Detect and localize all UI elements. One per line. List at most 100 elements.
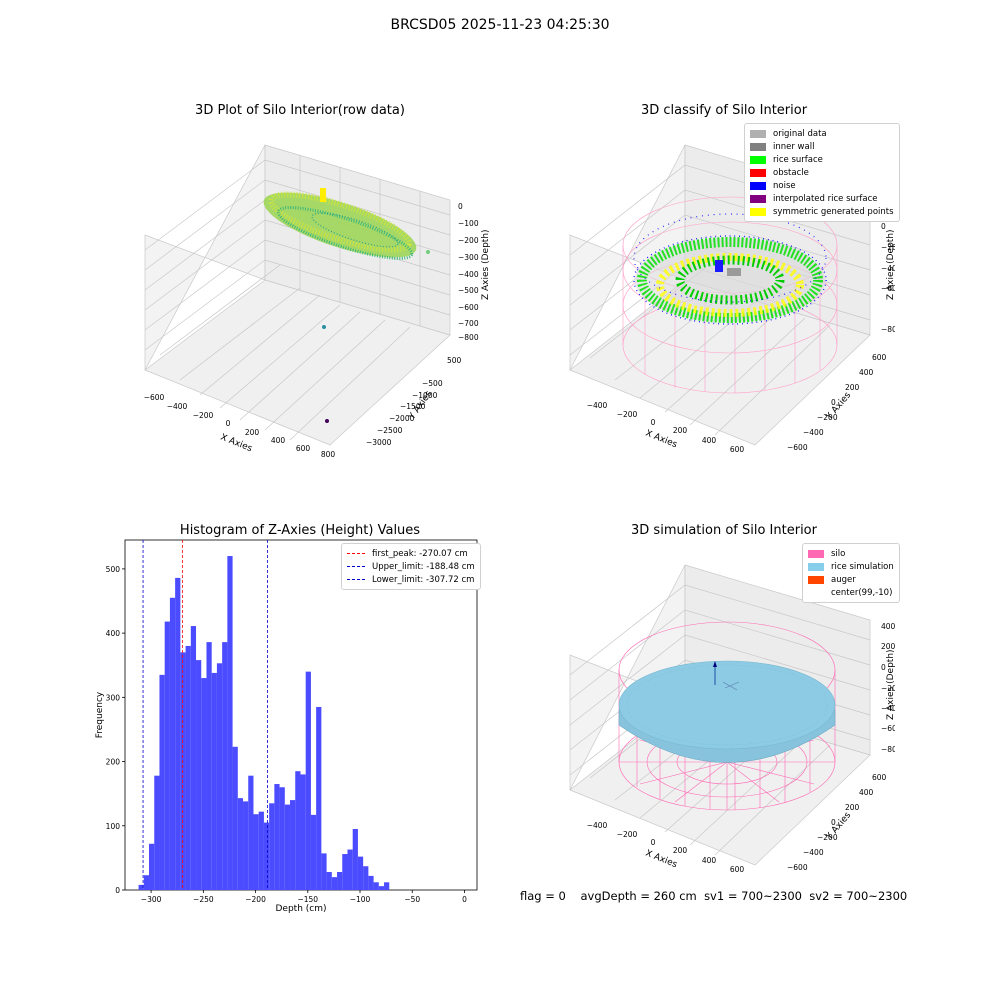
classify-z-tick-label: −200 [881, 243, 895, 252]
histogram-y-tick-label: 0 [115, 886, 120, 895]
simulation-legend-entry: rice simulation [808, 560, 894, 573]
simulation-legend: silo rice simulation auger center(99,-10) [802, 543, 900, 603]
histogram-bar [211, 672, 217, 890]
histogram-bar [331, 877, 338, 890]
raw-z-tick-label: −500 [458, 286, 479, 295]
histogram-bar [180, 652, 186, 890]
histogram-x-axis-label: Depth (cm) [275, 904, 326, 914]
raw-z-axis-label: Z Axies (Depth) [481, 229, 490, 300]
histogram-bar [279, 787, 285, 890]
raw-z-tick-label: −200 [458, 236, 479, 245]
histogram-bar [149, 843, 155, 890]
legend-label: Upper_limit: -188.48 cm [372, 561, 475, 572]
histogram-title: Histogram of Z-Axies (Height) Values [179, 523, 421, 538]
simulation-legend-entry: silo [808, 547, 894, 560]
simulation-legend-entry: center(99,-10) [808, 586, 894, 599]
histogram-bar [326, 872, 332, 890]
sim-y-tick-label: 0 [831, 818, 836, 827]
histogram-bar [143, 875, 150, 890]
figure-suptitle: BRCSD05 2025-11-23 04:25:30 [390, 17, 610, 33]
histogram-x-tick-label: 0 [462, 895, 467, 904]
classify-y-tick-label: −400 [803, 428, 824, 437]
histogram-bar [237, 798, 244, 890]
legend-color-swatch [808, 589, 824, 597]
classify-legend-entry: interpolated rice surface [750, 192, 894, 205]
legend-color-swatch [750, 155, 766, 164]
legend-label: symmetric generated points [773, 206, 894, 217]
histogram-bar [190, 626, 197, 890]
histogram-bar [347, 849, 353, 890]
classify-z-tick-label: 0 [881, 222, 886, 231]
sim-z-tick-label: 200 [881, 642, 895, 651]
raw-z-tick-label: 0 [458, 202, 463, 211]
classify-z-tick-label: −800 [881, 325, 895, 334]
raw-z-tick-label: −400 [458, 270, 479, 279]
histogram-x-tick-label: −150 [297, 895, 318, 904]
legend-color-swatch [750, 168, 766, 177]
raw-plot-title: 3D Plot of Silo Interior(row data) [195, 103, 405, 118]
histogram-x-tick-label: −250 [193, 895, 214, 904]
legend-color-swatch [750, 181, 766, 190]
sim-y-tick-label: 600 [872, 773, 887, 782]
histogram-y-tick-label: 100 [106, 822, 121, 831]
legend-label: center(99,-10) [831, 587, 893, 598]
histogram-bar [169, 597, 176, 890]
sim-x-tick-label: 400 [702, 856, 717, 865]
classify-legend-entry: obstacle [750, 166, 894, 179]
raw-z-tick-label: −600 [458, 303, 479, 312]
classify-legend-entry: original data [750, 127, 894, 140]
sim-z-tick-label: −200 [881, 684, 895, 693]
legend-line-swatch [347, 553, 365, 554]
classify-x-tick-label: −200 [617, 410, 638, 419]
classify-legend-entry: inner wall [750, 140, 894, 153]
sim-z-tick-label: −600 [881, 724, 895, 733]
classify-z-tick-label: −400 [881, 264, 895, 273]
histogram-x-ticks: −300 −250 −200 −150 −100 −50 0 [141, 890, 467, 904]
legend-label: silo [831, 548, 846, 559]
histogram-bar [258, 811, 264, 890]
classify-y-tick-label: −200 [817, 413, 838, 422]
histogram-bar [295, 771, 301, 890]
histogram-bar [185, 645, 191, 890]
sim-y-tick-label: 400 [859, 788, 874, 797]
simulation-z-axis-label: Z Axies (Depth) [886, 649, 895, 720]
legend-color-swatch [750, 129, 766, 138]
classify-legend-entry: rice surface [750, 153, 894, 166]
histogram-bar [378, 886, 385, 890]
raw-x-tick-label: 600 [296, 444, 311, 453]
sim-x-tick-label: 600 [730, 865, 745, 874]
raw-y-tick-label: 500 [447, 356, 462, 365]
legend-label: auger [831, 574, 856, 585]
histogram-bar [337, 872, 343, 890]
histogram-bar [196, 660, 202, 890]
histogram-bar [321, 853, 327, 890]
raw-x-tick-label: 800 [321, 450, 336, 459]
classify-plot-title: 3D classify of Silo Interior [640, 103, 808, 118]
raw-y-tick-label: −2000 [389, 414, 415, 423]
histogram-bar [269, 803, 275, 890]
histogram-legend: first_peak: -270.07 cm Upper_limit: -188.… [341, 543, 481, 590]
sim-y-tick-label: −600 [787, 863, 808, 872]
histogram-bar [316, 706, 322, 890]
simulation-plot-title: 3D simulation of Silo Interior [631, 523, 817, 538]
status-flag: flag = 0 [520, 889, 566, 903]
classify-legend: original data inner wall rice surface obsta… [744, 123, 900, 222]
raw-x-tick-label: −600 [144, 393, 165, 402]
raw-y-tick-label: −500 [422, 379, 443, 388]
histogram-bar [300, 774, 306, 890]
histogram-bar [206, 642, 212, 890]
legend-label: interpolated rice surface [773, 193, 878, 204]
classify-y-tick-label: −600 [787, 443, 808, 452]
histogram-bar [175, 577, 181, 890]
histogram-bar [159, 674, 165, 890]
classify-x-tick-label: 200 [673, 426, 688, 435]
classify-x-tick-label: 400 [702, 436, 717, 445]
status-sv1: sv1 = 700~2300 [704, 889, 802, 903]
histogram-x-tick-label: −300 [141, 895, 162, 904]
simulation-auger [713, 661, 740, 691]
sim-z-tick-label: −800 [881, 745, 895, 754]
histogram-bar [284, 804, 291, 890]
legend-label: noise [773, 180, 796, 191]
histogram-bar [154, 775, 160, 890]
histogram-legend-entry: Upper_limit: -188.48 cm [347, 560, 475, 573]
